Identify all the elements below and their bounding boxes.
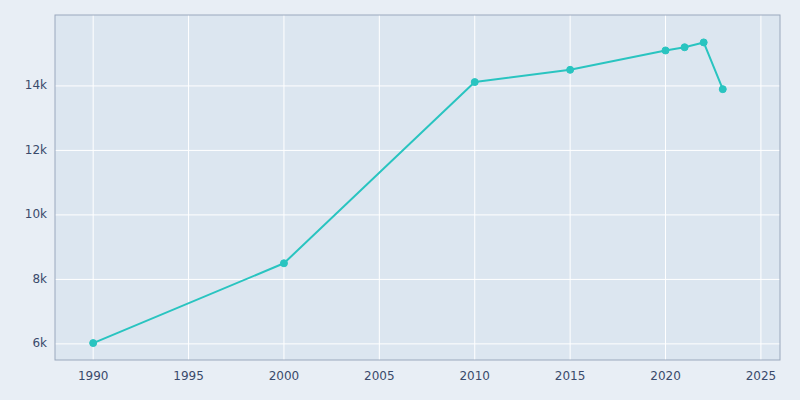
chart-container: 6k 8k 10k 12k 14k 1990 1995 2000 2005 2010 2015 202… [0, 0, 800, 400]
x-grid-line [665, 15, 666, 360]
y-tick-label: 10k [25, 207, 47, 221]
point [719, 86, 726, 93]
x-grid-line [760, 15, 761, 360]
x-grid-line [379, 15, 380, 360]
point [700, 39, 707, 46]
y-tick-label: 8k [32, 272, 47, 286]
y-grid-line [55, 343, 780, 344]
y-tick-label: 14k [25, 78, 47, 92]
x-grid-line [188, 15, 189, 360]
point [662, 47, 669, 54]
x-tick-label: 2020 [650, 369, 681, 383]
plot-frame [55, 15, 780, 360]
x-tick-label: 2000 [269, 369, 300, 383]
x-grid-line [93, 15, 94, 360]
point [280, 260, 287, 267]
x-tick-label: 2010 [459, 369, 490, 383]
grid [55, 15, 780, 360]
y-tick-label: 12k [25, 143, 47, 157]
point [471, 79, 478, 86]
x-tick-label: 2015 [555, 369, 586, 383]
tick-labels: 6k 8k 10k 12k 14k 1990 1995 2000 2005 2010 2015 202… [25, 78, 776, 383]
x-tick-label: 2025 [746, 369, 777, 383]
y-grid-line [55, 85, 780, 86]
series [90, 39, 727, 347]
x-grid-line [283, 15, 284, 360]
x-tick-label: 2005 [364, 369, 395, 383]
line [93, 42, 723, 343]
point [681, 44, 688, 51]
y-tick-label: 6k [32, 336, 47, 350]
y-grid-line [55, 279, 780, 280]
x-grid-line [474, 15, 475, 360]
point [567, 66, 574, 73]
chart-svg: 6k 8k 10k 12k 14k 1990 1995 2000 2005 2010 2015 202… [0, 0, 800, 400]
x-tick-label: 1990 [78, 369, 109, 383]
y-grid-line [55, 214, 780, 215]
point [90, 340, 97, 347]
plot-background [55, 15, 780, 360]
y-grid-line [55, 150, 780, 151]
x-tick-label: 1995 [173, 369, 204, 383]
